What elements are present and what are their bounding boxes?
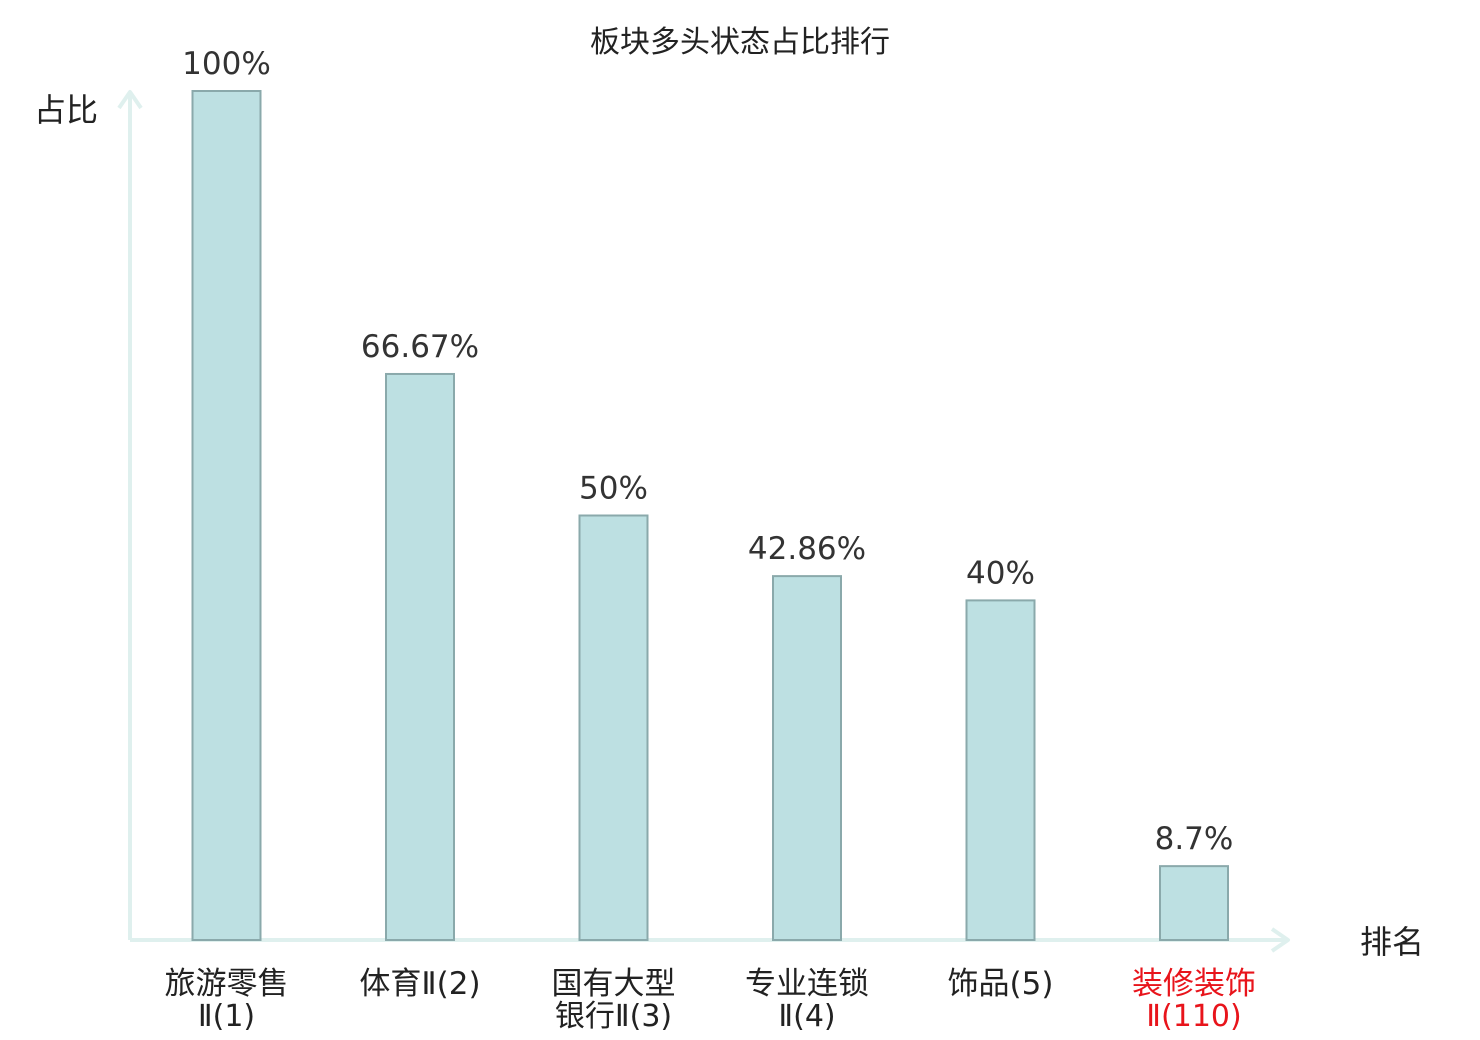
category-label-2: 体育Ⅱ(2) [359, 966, 480, 1002]
category-label-1-line2: Ⅱ(1) [198, 999, 255, 1034]
category-label-6-line2: Ⅱ(110) [1146, 999, 1241, 1034]
axes [117, 90, 1290, 953]
y-axis-arrow-icon [117, 90, 143, 110]
x-axis-arrow-icon [1270, 927, 1290, 953]
bar-5 [965, 599, 1036, 942]
category-label-6: 装修装饰 [1132, 966, 1256, 1002]
value-labels-group: 100% 66.67% 50% 42.86% 40% 8.7% [182, 46, 1233, 857]
bar-1 [191, 90, 262, 941]
category-label-4-line2: Ⅱ(4) [778, 999, 835, 1034]
value-label-1: 100% [182, 46, 271, 82]
category-label-3: 国有大型 [552, 966, 676, 1002]
category-label-4: 专业连锁 [745, 966, 869, 1002]
bars-group [191, 90, 1229, 942]
value-label-3: 50% [579, 471, 648, 507]
bar-2 [385, 372, 455, 942]
bar-3 [578, 514, 649, 941]
value-label-2: 66.67% [361, 329, 479, 365]
chart-title: 板块多头状态占比排行 [590, 25, 890, 60]
category-label-5: 饰品(5) [948, 966, 1054, 1002]
y-axis-label: 占比 [34, 91, 98, 129]
bar-6 [1159, 865, 1229, 942]
value-label-5: 40% [966, 555, 1035, 591]
value-label-6: 8.7% [1155, 821, 1234, 857]
x-axis-label: 排名 [1360, 923, 1424, 961]
category-label-1: 旅游零售 [165, 966, 289, 1002]
category-label-3-line2: 银行Ⅱ(3) [555, 999, 672, 1034]
value-label-4: 42.86% [748, 531, 866, 567]
bar-4 [772, 575, 842, 941]
